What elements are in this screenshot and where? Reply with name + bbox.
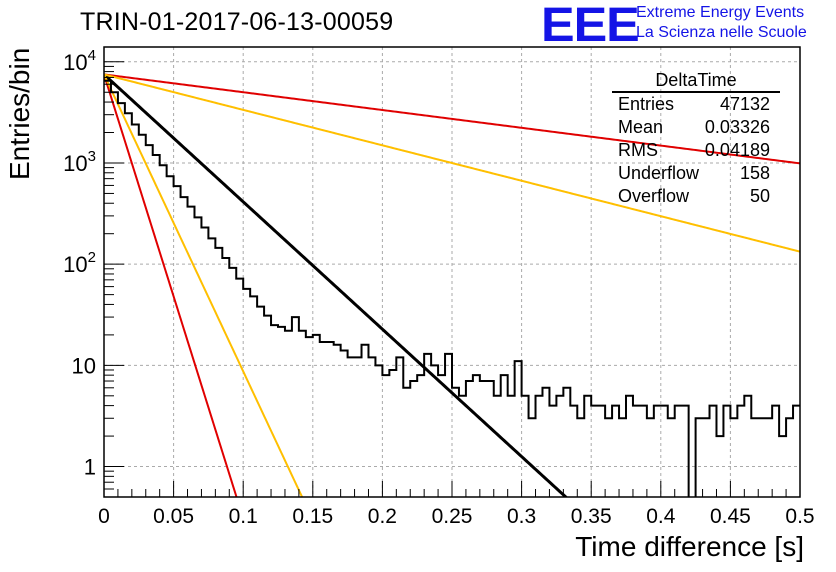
- stats-label: Mean: [618, 117, 664, 137]
- x-tick-label: 0: [98, 505, 110, 528]
- fit-curve: [104, 73, 800, 253]
- stats-value: 0.04189: [704, 140, 770, 160]
- fit-curve: [104, 74, 304, 497]
- stats-row: Overflow 50: [612, 185, 780, 208]
- stats-label: Entries: [618, 94, 675, 114]
- x-tick-label: 0.3: [507, 505, 536, 528]
- x-axis-label: Time difference [s]: [575, 531, 804, 562]
- chart-title: TRIN-01-2017-06-13-00059: [80, 8, 394, 36]
- x-tick-label: 0.25: [432, 505, 473, 528]
- y-tick-label: 10: [72, 353, 96, 378]
- tick-labels: 0 0.05 0.1 0.15 0.2 0.25 0.3 0.35 0.4 0.45 0.5 1 10 1…: [63, 47, 814, 528]
- fit-curve: [104, 74, 238, 497]
- fit-curves: [104, 73, 800, 497]
- logo-line-1: Extreme Energy Events: [636, 4, 805, 21]
- x-tick-label: 0.15: [292, 505, 333, 528]
- fit-curve: [104, 73, 569, 497]
- histogram-series: [104, 79, 800, 497]
- y-tick-label: 102: [63, 249, 96, 277]
- x-tick-label: 0.05: [153, 505, 194, 528]
- stats-value: 47132: [719, 94, 770, 114]
- x-tick-label: 0.35: [571, 505, 612, 528]
- y-tick-label: 103: [63, 148, 96, 176]
- stats-row: Mean 0.03326: [612, 116, 780, 139]
- stats-row: Underflow 158: [612, 162, 780, 185]
- y-tick-label: 104: [63, 47, 96, 75]
- stats-label: RMS: [618, 140, 658, 160]
- y-tick-label: 1: [84, 455, 96, 480]
- stats-row: Entries 47132: [612, 93, 780, 116]
- stats-label: Underflow: [618, 163, 700, 183]
- stats-title: DeltaTime: [612, 70, 780, 93]
- stats-value: 158: [739, 163, 770, 183]
- stats-value: 50: [749, 186, 770, 206]
- stats-row: RMS 0.04189: [612, 139, 780, 162]
- x-tick-label: 0.45: [710, 505, 751, 528]
- stats-value: 0.03326: [704, 117, 770, 137]
- axis-ticks: [103, 61, 801, 498]
- fit-curve: [104, 73, 800, 165]
- x-tick-label: 0.1: [229, 505, 258, 528]
- x-tick-label: 0.4: [646, 505, 676, 528]
- x-tick-label: 0.5: [785, 505, 814, 528]
- y-axis-label: Entries/bin: [4, 47, 35, 180]
- logo-line-2: La Scienza nelle Scuole: [636, 24, 807, 41]
- stats-box: DeltaTime Entries 47132 Mean 0.03326 RMS 0.…: [612, 70, 780, 208]
- x-tick-label: 0.2: [368, 505, 397, 528]
- stats-label: Overflow: [618, 186, 690, 206]
- logo-text: EEE: [541, 0, 640, 52]
